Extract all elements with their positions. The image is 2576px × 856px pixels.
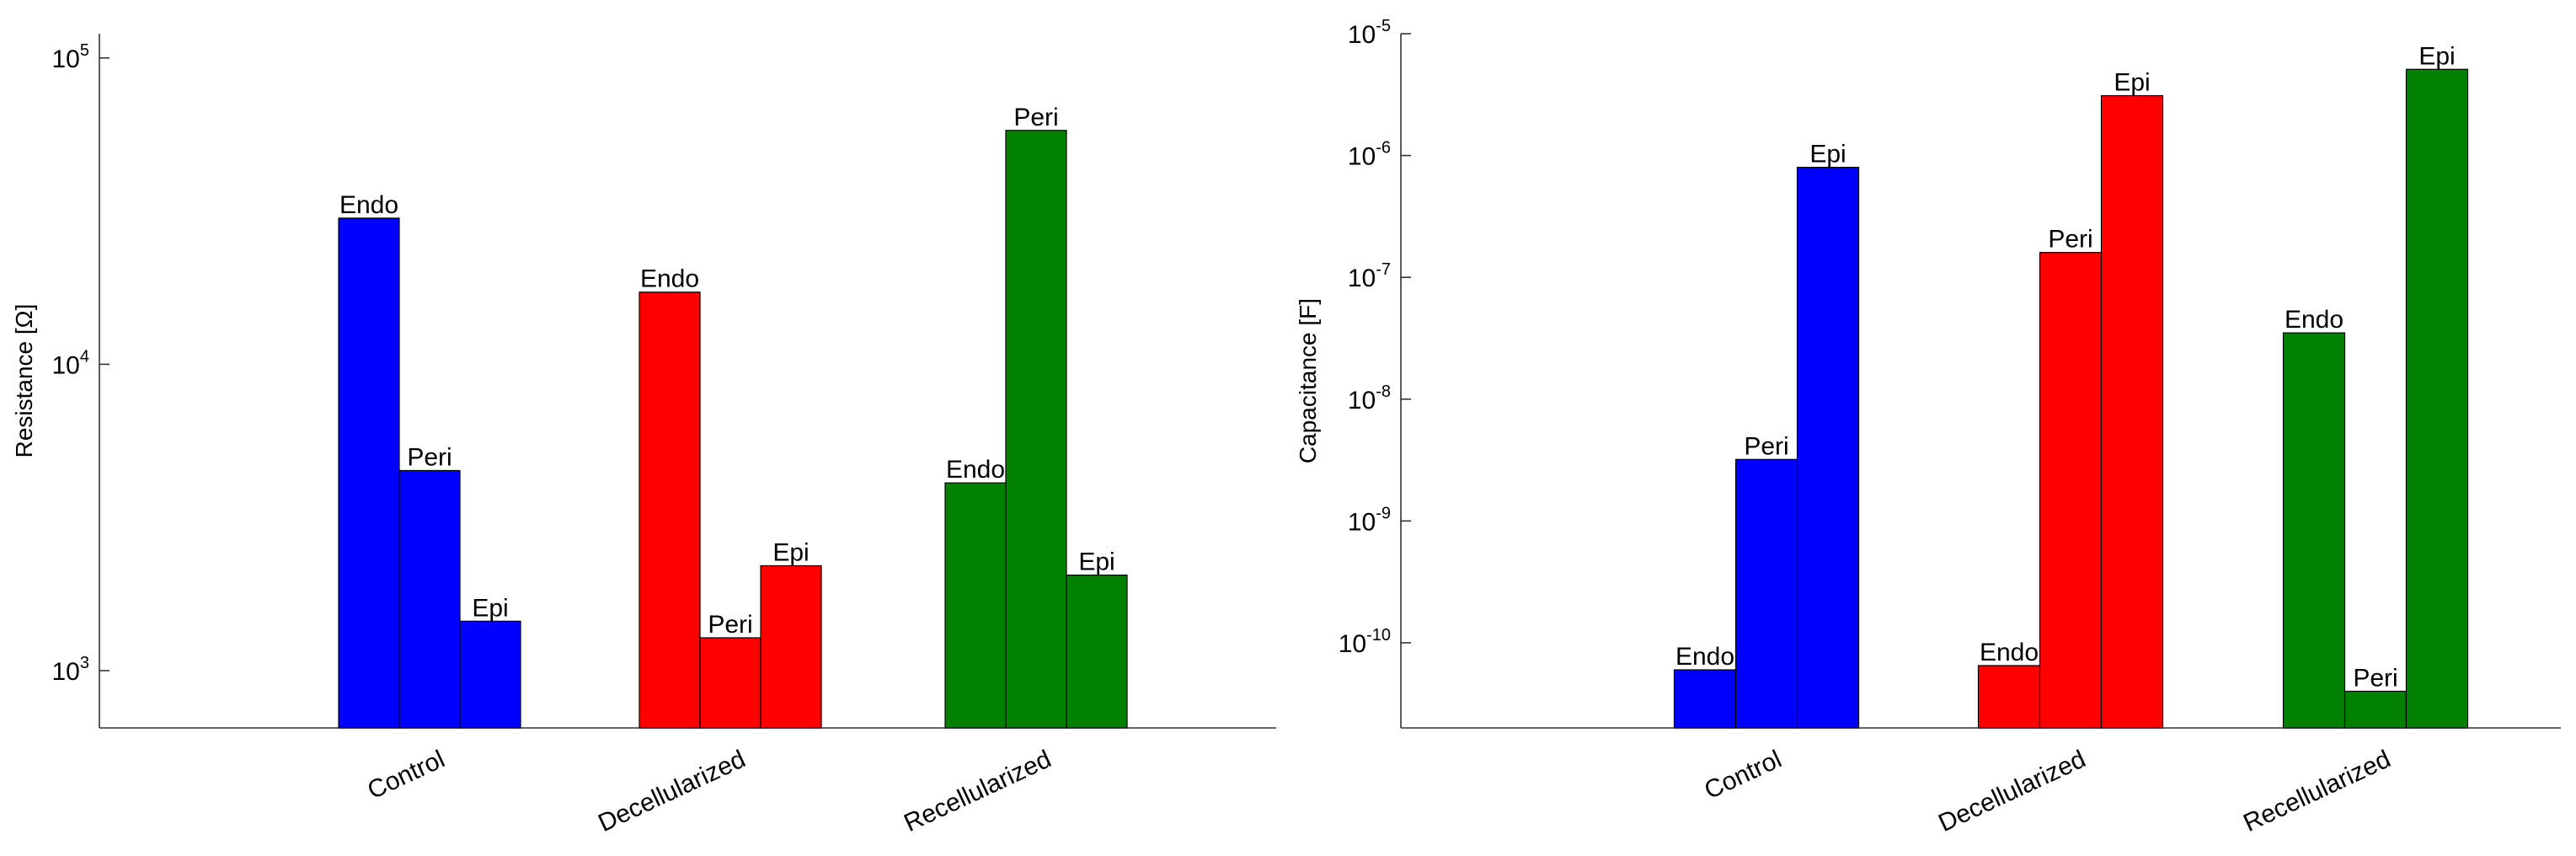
bar-data-label: Peri	[2353, 664, 2397, 692]
bar-decellularized-endo	[1977, 665, 2041, 729]
chart-2: 10-10 10-9 10-8 10-7 10-6 10-5 Capacitance [F]…	[1295, 17, 2561, 837]
y-tick-label: 10-9	[1348, 504, 1391, 536]
bar-recellularized-epi	[2405, 68, 2469, 729]
x-category-label: Control	[363, 745, 449, 805]
bar-data-label: Epi	[2114, 69, 2150, 97]
x-category-label: Decellularized	[594, 745, 750, 837]
bar-control-epi	[459, 620, 521, 729]
bar-decellularized-epi	[2100, 94, 2164, 729]
bar-data-label: Epi	[1078, 548, 1114, 576]
y-axis-title: Capacitance [F]	[1295, 298, 1321, 463]
y-tick-label: 104	[52, 347, 90, 379]
bar-control-epi	[1796, 166, 1860, 729]
y-tick-label: 10-5	[1348, 17, 1391, 49]
bar-data-label: Peri	[407, 443, 452, 471]
y-tick-label: 105	[52, 41, 90, 73]
bar-data-label: Endo	[1675, 643, 1734, 671]
bar-data-label: Endo	[946, 456, 1005, 484]
bar-data-label: Endo	[2285, 306, 2344, 334]
bar-recellularized-epi	[1066, 575, 1128, 729]
bar-decellularized-endo	[639, 292, 701, 729]
bar-recellularized-peri	[1005, 130, 1067, 729]
bar-control-endo	[338, 217, 400, 729]
bar-decellularized-peri	[2039, 252, 2103, 729]
bar-data-label: Peri	[708, 611, 752, 639]
y-tick-label: 10-6	[1348, 139, 1391, 171]
bar-data-label: Endo	[640, 265, 699, 293]
bar-data-label: Endo	[339, 191, 398, 219]
bar-data-label: Peri	[1744, 432, 1788, 460]
bar-control-peri	[398, 469, 461, 729]
bar-decellularized-peri	[699, 637, 762, 729]
x-category-label: Decellularized	[1934, 745, 2090, 837]
bar-data-label: Epi	[1809, 141, 1846, 169]
y-tick-label: 10-10	[1339, 626, 1391, 658]
y-tick-label: 10-7	[1348, 260, 1391, 292]
bar-recellularized-peri	[2344, 690, 2408, 729]
bar-data-label: Endo	[1980, 639, 2039, 666]
bar-control-peri	[1734, 458, 1798, 729]
x-category-label: Recellularized	[2239, 745, 2395, 837]
bar-data-label: Peri	[2048, 226, 2092, 254]
bar-data-label: Peri	[1013, 104, 1058, 131]
bar-decellularized-epi	[760, 564, 822, 729]
bar-recellularized-endo	[2282, 332, 2346, 729]
bar-data-label: Epi	[772, 538, 809, 566]
y-tick-label: 10-8	[1348, 383, 1391, 415]
y-tick-label: 103	[52, 654, 90, 686]
bar-data-label: Epi	[472, 594, 508, 622]
chart-1: 103 104 105 Resistance [Ω] Endo Peri Epi Contro…	[11, 34, 1276, 837]
bar-data-label: Epi	[2418, 42, 2455, 70]
bar-recellularized-endo	[944, 482, 1007, 729]
bar-control-endo	[1673, 669, 1737, 729]
x-category-label: Control	[1700, 745, 1786, 805]
y-axis-title: Resistance [Ω]	[11, 304, 37, 458]
x-category-label: Recellularized	[900, 745, 1056, 837]
